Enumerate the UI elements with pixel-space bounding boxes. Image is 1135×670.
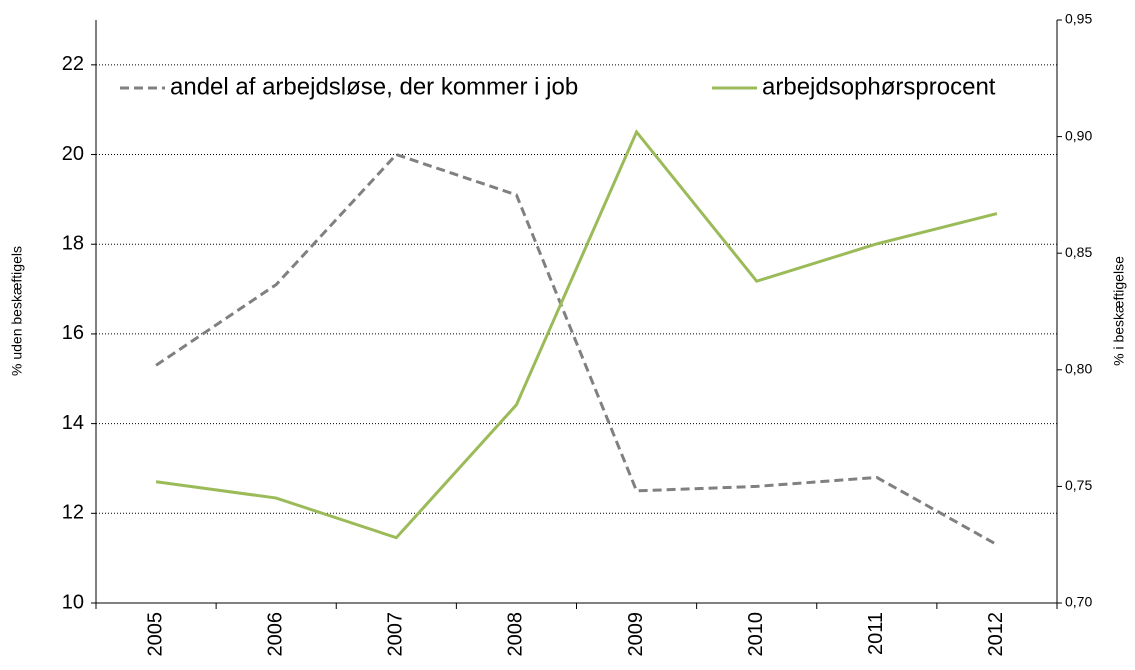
- legend-label: arbejdsophørsprocent: [762, 73, 996, 100]
- x-tick-label: 2012: [985, 612, 1007, 657]
- y-axis-label: % uden beskæftigels: [9, 246, 25, 376]
- x-tick-label: 2009: [625, 612, 647, 657]
- series-line: [155, 152, 998, 547]
- y2-tick-label: 0,75: [1065, 477, 1092, 493]
- y-tick-label: 14: [62, 412, 84, 434]
- y-tick-label: 16: [62, 322, 84, 344]
- y-tick-label: 20: [62, 143, 84, 165]
- y-tick-label: 22: [62, 53, 84, 75]
- x-tick-label: 2006: [264, 612, 286, 657]
- y-tick-label: 12: [62, 502, 84, 524]
- y2-tick-label: 0,90: [1065, 127, 1092, 143]
- x-tick-label: 2008: [505, 612, 527, 657]
- series-line: [155, 129, 998, 540]
- x-tick-label: 2010: [745, 612, 767, 657]
- x-tick-label: 2011: [865, 612, 887, 655]
- y2-axis-label: % i beskæftigelse: [1111, 256, 1127, 366]
- y2-tick-label: 0,70: [1065, 594, 1092, 610]
- y2-tick-label: 0,95: [1065, 11, 1092, 27]
- y-tick-label: 10: [62, 591, 84, 613]
- y2-tick-label: 0,80: [1065, 361, 1092, 377]
- legend-label: andel af arbejdsløse, der kommer i job: [170, 73, 578, 100]
- y-tick-label: 18: [62, 233, 84, 255]
- y2-tick-label: 0,85: [1065, 244, 1092, 260]
- x-tick-label: 2005: [144, 612, 166, 657]
- x-tick-label: 2007: [385, 612, 407, 657]
